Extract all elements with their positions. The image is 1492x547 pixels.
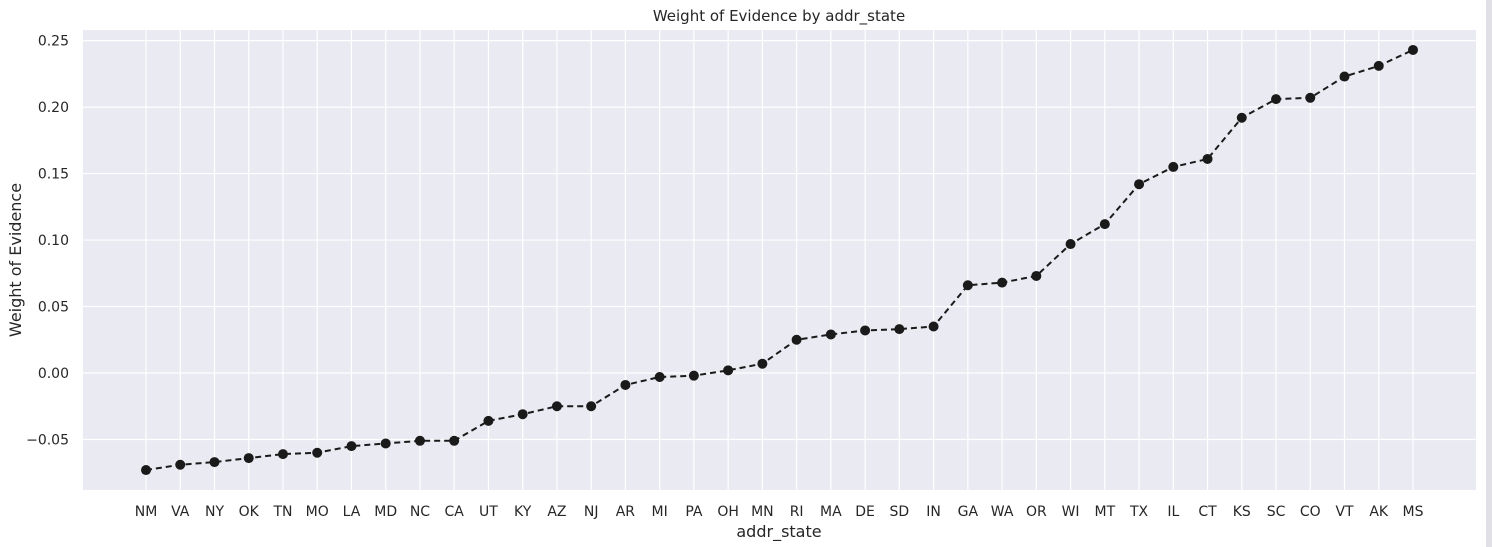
y-tick-label: 0.05 (38, 300, 69, 316)
data-point-ak (1373, 60, 1384, 71)
x-tick-label-md: MD (374, 504, 397, 520)
x-axis-label: addr_state (736, 522, 821, 542)
data-point-ma (825, 329, 836, 340)
x-tick-label-nj: NJ (584, 504, 599, 520)
data-point-de (860, 325, 871, 336)
data-point-ks (1236, 112, 1247, 123)
x-tick-label-il: IL (1167, 504, 1179, 520)
x-tick-label-ca: CA (445, 504, 465, 520)
x-tick-label-ma: MA (820, 504, 842, 520)
x-tick-label-vt: VT (1335, 504, 1354, 520)
x-tick-label-ms: MS (1403, 504, 1424, 520)
data-point-ky (517, 409, 528, 420)
x-tick-label-ut: UT (479, 504, 498, 520)
data-point-or (1031, 270, 1042, 281)
data-point-ct (1202, 153, 1213, 164)
data-point-mi (654, 371, 665, 382)
x-tick-label-wi: WI (1062, 504, 1080, 520)
data-point-ga (962, 280, 973, 291)
data-point-md (380, 438, 391, 449)
x-tick-label-mi: MI (652, 504, 668, 520)
data-point-az (551, 401, 562, 412)
data-point-il (1168, 161, 1179, 172)
window-edge (1486, 0, 1492, 547)
data-point-ri (791, 334, 802, 345)
x-tick-label-mo: MO (306, 504, 329, 520)
x-tick-label-ks: KS (1233, 504, 1251, 520)
data-point-ms (1408, 44, 1418, 55)
x-tick-label-tn: TN (272, 504, 292, 520)
chart-title: Weight of Evidence by addr_state (653, 7, 905, 26)
x-tick-label-mn: MN (751, 504, 774, 520)
data-point-wa (997, 277, 1008, 288)
y-tick-label: 0.00 (38, 366, 69, 382)
data-point-sd (894, 324, 905, 335)
y-tick-label: −0.05 (26, 432, 69, 448)
series-layer (141, 44, 1418, 476)
series-line (145, 49, 1414, 472)
x-tick-label-ny: NY (205, 504, 224, 520)
data-point-tx (1134, 179, 1145, 190)
data-point-ut (483, 415, 494, 426)
x-axis-ticks: NM VA NY OK TN MO LA MD NC CA UT KY AZ NJ AR MI PA OH MN RI… (135, 504, 1424, 520)
data-point-mt (1099, 219, 1110, 230)
data-point-pa (688, 370, 699, 381)
plot-area (83, 30, 1476, 490)
data-point-in (928, 321, 939, 332)
data-point-nm (141, 465, 151, 476)
x-tick-label-tx: TX (1129, 504, 1149, 520)
data-point-ca (449, 435, 460, 446)
x-tick-label-nm: NM (135, 504, 158, 520)
x-tick-label-co: CO (1300, 504, 1321, 520)
x-tick-label-de: DE (855, 504, 875, 520)
x-tick-label-or: OR (1026, 504, 1047, 520)
data-point-nj (586, 401, 597, 412)
x-tick-label-nc: NC (410, 504, 430, 520)
grid-lines (83, 30, 1476, 490)
x-tick-label-ga: GA (958, 504, 979, 520)
data-point-va (175, 459, 186, 470)
x-tick-label-wa: WA (991, 504, 1014, 520)
data-point-oh (723, 365, 734, 376)
x-tick-label-ky: KY (514, 504, 532, 520)
x-tick-label-oh: OH (717, 504, 739, 520)
data-point-tn (277, 449, 288, 460)
x-tick-label-ct: CT (1198, 504, 1217, 520)
x-tick-label-sd: SD (890, 504, 910, 520)
x-tick-label-az: AZ (547, 504, 566, 520)
data-point-nc (414, 435, 425, 446)
x-tick-label-ar: AR (616, 504, 636, 520)
data-point-co (1305, 92, 1316, 103)
data-point-mn (757, 358, 768, 369)
data-point-wi (1065, 239, 1076, 250)
data-point-ny (209, 457, 220, 468)
data-point-sc (1271, 94, 1282, 105)
x-tick-label-ak: AK (1369, 504, 1389, 520)
data-point-mo (312, 447, 323, 458)
x-tick-label-ri: RI (790, 504, 804, 520)
y-tick-label: 0.20 (38, 100, 69, 116)
x-tick-label-va: VA (171, 504, 190, 520)
data-point-la (346, 441, 357, 452)
x-tick-label-in: IN (926, 504, 941, 520)
data-point-ok (243, 453, 254, 464)
y-axis-label: Weight of Evidence (6, 183, 25, 337)
y-tick-label: 0.10 (38, 233, 69, 249)
y-tick-label: 0.25 (38, 34, 69, 50)
y-axis-ticks: −0.05 0.00 0.05 0.10 0.15 0.20 0.25 (26, 34, 69, 449)
data-point-ar (620, 379, 631, 390)
x-tick-label-sc: SC (1267, 504, 1286, 520)
y-tick-label: 0.15 (38, 167, 69, 183)
x-tick-label-mt: MT (1094, 504, 1115, 520)
data-point-vt (1339, 71, 1350, 82)
x-tick-label-la: LA (343, 504, 361, 520)
x-tick-label-pa: PA (685, 504, 703, 520)
x-tick-label-ok: OK (239, 504, 260, 520)
